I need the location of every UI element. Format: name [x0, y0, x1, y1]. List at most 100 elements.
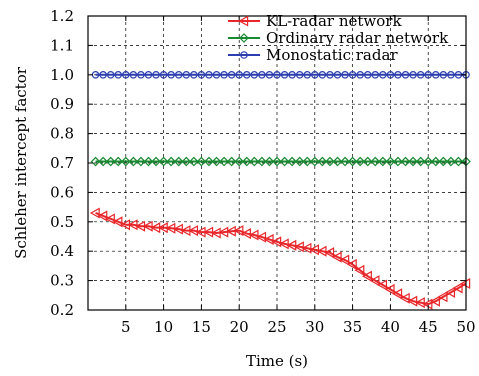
x-tick-label: 45 — [419, 318, 438, 336]
data-point-monostatic-radar — [99, 71, 107, 79]
legend-label-monostatic-radar: Monostatic radar — [266, 46, 398, 64]
data-point-kl-radar-network — [377, 279, 388, 291]
data-point-kl-radar-network — [437, 291, 448, 303]
data-point-kl-radar-network — [324, 247, 335, 259]
y-axis-label: Schleher intercept factor — [12, 66, 30, 259]
data-point-kl-radar-network — [256, 231, 267, 243]
data-point-monostatic-radar — [295, 71, 304, 79]
x-tick-label: 25 — [267, 318, 286, 336]
data-point-kl-radar-network — [430, 295, 440, 307]
x-axis-label: Time (s) — [246, 352, 308, 370]
data-point-monostatic-radar — [190, 71, 198, 79]
data-point-monostatic-radar — [114, 71, 123, 79]
y-tick-label: 1.1 — [50, 36, 74, 54]
y-tick-label: 0.9 — [50, 95, 74, 113]
y-tick-label: 0.3 — [50, 272, 74, 290]
data-point-kl-radar-network — [301, 242, 312, 254]
legend-entry-monostatic-radar: Monostatic radar — [228, 46, 398, 64]
data-point-kl-radar-network — [331, 251, 342, 263]
data-point-kl-radar-network — [309, 244, 319, 256]
data-point-monostatic-radar — [280, 71, 289, 79]
y-tick-label: 0.2 — [50, 301, 74, 319]
data-point-monostatic-radar — [371, 71, 380, 79]
data-point-monostatic-radar — [439, 71, 448, 79]
data-point-monostatic-radar — [386, 71, 395, 79]
data-point-monostatic-radar — [363, 71, 372, 79]
data-point-kl-radar-network — [271, 236, 282, 248]
data-point-ordinary-radar-network — [461, 156, 471, 167]
legend-marker — [240, 51, 248, 59]
x-tick-label: 15 — [192, 318, 211, 336]
data-point-kl-radar-network — [293, 241, 304, 253]
legend-entry-kl-radar-network: KL-radar network — [228, 12, 402, 30]
x-tick-label: 5 — [121, 318, 131, 336]
data-point-kl-radar-network — [392, 288, 403, 300]
data-point-kl-radar-network — [369, 275, 380, 287]
data-point-monostatic-radar — [333, 71, 342, 79]
data-point-monostatic-radar — [137, 71, 145, 79]
data-point-kl-radar-network — [104, 213, 115, 225]
data-point-kl-radar-network — [112, 216, 123, 228]
data-point-monostatic-radar — [409, 71, 417, 79]
data-point-monostatic-radar — [318, 71, 327, 79]
data-point-monostatic-radar — [122, 71, 130, 79]
data-point-monostatic-radar — [401, 71, 410, 79]
x-tick-labels: 5 10 15 20 25 30 35 40 45 50 — [121, 318, 476, 336]
data-point-monostatic-radar — [152, 71, 160, 79]
data-point-kl-radar-network — [248, 229, 259, 241]
data-point-monostatic-radar — [205, 71, 213, 79]
data-point-monostatic-radar — [303, 71, 312, 79]
data-point-kl-radar-network — [354, 264, 365, 276]
y-tick-label: 0.5 — [50, 213, 74, 231]
data-point-kl-radar-network — [127, 219, 138, 231]
data-point-monostatic-radar — [174, 71, 183, 79]
x-tick-label: 40 — [381, 318, 400, 336]
data-point-kl-radar-network — [233, 225, 244, 237]
data-point-monostatic-radar — [288, 71, 296, 79]
y-tick-label: 0.7 — [50, 154, 74, 172]
data-point-monostatic-radar — [242, 71, 251, 79]
data-point-kl-radar-network — [399, 292, 410, 304]
y-tick-label: 0.8 — [50, 125, 74, 143]
data-point-kl-radar-network — [89, 207, 100, 219]
data-point-monostatic-radar — [394, 71, 402, 79]
data-point-monostatic-radar — [129, 71, 138, 79]
data-point-kl-radar-network — [263, 233, 274, 245]
legend-swatch-monostatic-radar — [228, 51, 260, 59]
data-point-kl-radar-network — [339, 254, 350, 266]
data-point-monostatic-radar — [220, 71, 228, 79]
data-point-monostatic-radar — [273, 71, 281, 79]
legend-swatch-ordinary-radar-network — [228, 33, 260, 43]
data-point-monostatic-radar — [348, 71, 357, 79]
data-point-monostatic-radar — [258, 71, 266, 79]
data-point-monostatic-radar — [159, 71, 168, 79]
data-point-monostatic-radar — [182, 71, 191, 79]
x-tick-label: 30 — [305, 318, 324, 336]
legend-swatch-kl-radar-network — [228, 15, 260, 27]
data-point-kl-radar-network — [188, 225, 199, 237]
data-point-monostatic-radar — [250, 71, 259, 79]
data-point-monostatic-radar — [356, 71, 364, 79]
legend-label-kl-radar-network: KL-radar network — [266, 12, 402, 30]
series-line-kl-radar-network — [95, 212, 467, 306]
data-point-kl-radar-network — [286, 239, 297, 251]
x-tick-label: 35 — [343, 318, 362, 336]
data-point-monostatic-radar — [144, 71, 153, 79]
legend-label-ordinary-radar-network: Ordinary radar network — [266, 29, 449, 47]
data-point-monostatic-radar — [431, 71, 440, 79]
x-tick-label: 50 — [456, 318, 475, 336]
series-lines — [95, 73, 467, 306]
data-point-kl-radar-network — [414, 297, 425, 309]
legend-marker — [239, 33, 249, 43]
data-point-monostatic-radar — [106, 71, 115, 79]
y-tick-labels: 0.2 0.3 0.4 0.5 0.6 0.7 0.8 0.9 1.0 1.1 1.2 — [50, 7, 74, 319]
axis-ticks — [88, 15, 467, 311]
data-point-monostatic-radar — [227, 71, 236, 79]
data-point-monostatic-radar — [265, 71, 274, 79]
data-point-monostatic-radar — [416, 71, 425, 79]
y-tick-label: 1.0 — [50, 66, 74, 84]
data-point-monostatic-radar — [447, 71, 455, 79]
legend-marker — [238, 15, 249, 27]
data-point-kl-radar-network — [384, 283, 395, 295]
